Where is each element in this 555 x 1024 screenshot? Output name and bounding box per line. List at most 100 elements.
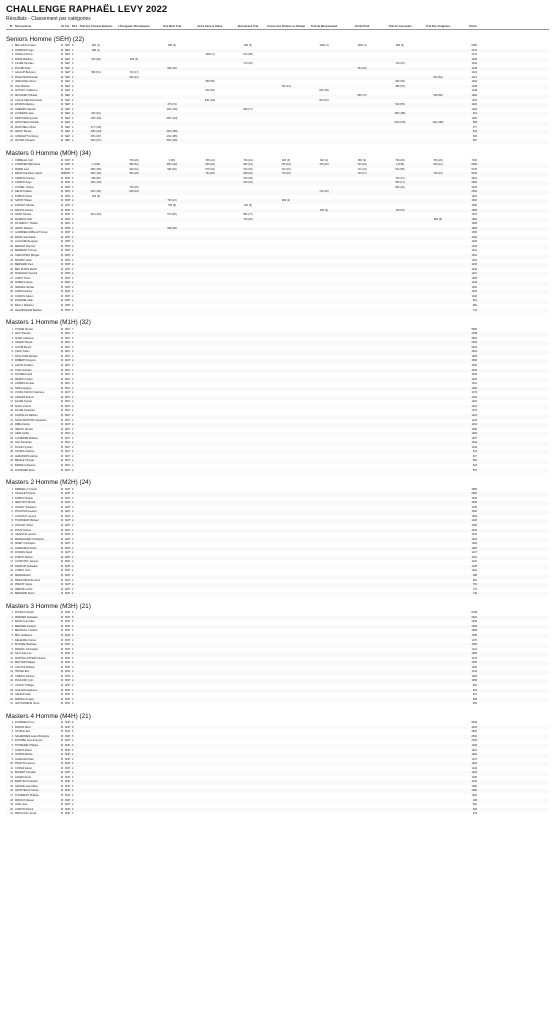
table-cell: 704 (22) [357, 163, 367, 167]
table-cell: DELOU Fabien [15, 190, 32, 194]
table-cell: M0H [65, 231, 71, 235]
table-cell: SEH [65, 80, 71, 84]
table-cell: 1242 [471, 267, 477, 271]
table-cell: 10 [10, 762, 13, 766]
table-cell: M3H [65, 674, 71, 678]
table-cell: 516 (84) [205, 89, 215, 93]
table-cell: 1130 [471, 780, 477, 784]
table-cell: 800 (9) [358, 158, 366, 162]
table-row: 12 MESSEGUER Christophe M M2H 2 1303 [6, 537, 549, 543]
table-cell: M1H [65, 427, 71, 431]
table-row: 19 LAGOUZE Benjamin M M0H 2 1336 [6, 240, 549, 245]
table-cell: 580 (77) [243, 107, 253, 111]
table-cell: 1350 [471, 643, 477, 647]
table-cell: 1322 [471, 71, 477, 75]
table-row: 18 SUAU Vincent M M1H 2 1310 [6, 404, 549, 410]
table-cell: 2 [72, 574, 74, 578]
table-row: 2 PERRIER Sebastien M M3H 5 2624 [6, 615, 549, 621]
table-cell: 8 [11, 519, 13, 523]
table-cell: M0H [65, 222, 71, 226]
table-cell: 897 [472, 139, 477, 143]
table-cell: LAGOUZE Benjamin [15, 240, 39, 244]
table-cell: M [61, 53, 64, 57]
table-cell: 3 [11, 167, 13, 171]
table-cell: ESCRIBE Jean-François [15, 739, 43, 743]
table-cell: M4H [65, 775, 71, 779]
table-cell: 1714 [471, 53, 477, 57]
table-cell [343, 309, 381, 314]
table-cell: M2H [65, 583, 71, 587]
table-row: 21 PERSONNAUD Lionel M M2H 2 822 [6, 579, 549, 584]
table-cell: 3 [11, 620, 13, 624]
table-cell: M [61, 670, 64, 674]
table-cell: LEYRAT François [15, 139, 35, 143]
table-cell: MÉNAGE Eric [15, 574, 31, 578]
table-cell: M [61, 217, 64, 221]
table-cell: 7 [11, 514, 13, 518]
table-cell: 609 [472, 134, 477, 138]
table-cell: CORNU Yann [15, 569, 31, 573]
table-cell: 15 [10, 391, 13, 395]
table-cell: BERNIER Frédéric [15, 624, 36, 628]
table-cell: 7 [72, 327, 74, 331]
table-cell: M3H [65, 615, 71, 619]
table-cell [115, 592, 153, 597]
table-cell: POUDAC Patrick [15, 611, 35, 615]
table-row: 20 MÉNAGE Eric M M2H 2 998 [6, 574, 549, 579]
table-cell: 1284 [471, 542, 477, 546]
table-cell [191, 469, 229, 474]
table-cell: 17 [10, 684, 13, 687]
table-cell: 296 (198) [166, 130, 178, 134]
table-cell: M1H [65, 350, 71, 354]
table-cell: M [61, 674, 64, 678]
table-cell: 2 [72, 400, 74, 404]
table-row: 26 GAY Alexandre M M1H 2 1004 [6, 441, 549, 446]
table-row: 21 BERMENT Thomas M M0H 2 1312 [6, 249, 549, 254]
table-cell: 2 [72, 762, 74, 766]
table-cell: 730 (13) [167, 199, 177, 203]
table-cell: M0H [65, 190, 71, 194]
table-cell: M [61, 299, 64, 303]
table-cell: M [61, 427, 64, 431]
table-cell [343, 592, 381, 597]
table-cell: DESTRADE Quentin [15, 116, 39, 120]
table-row: 5 LAURET Emilien M SEH 2 714 (23) 724 (21) 1440 [6, 62, 549, 67]
table-cell [381, 139, 419, 144]
table-cell: 31 [10, 294, 13, 298]
table-cell: 1 [11, 487, 13, 491]
table-cell: 2 [72, 592, 74, 596]
table-cell: M [61, 44, 64, 47]
table-cell: MESSEGUER Christophe [15, 537, 44, 541]
table-cell: M1H [65, 377, 71, 381]
table-cell: 720 (22) [319, 190, 329, 194]
table-cell: 904 [472, 688, 477, 692]
table-cell: GRENIER Valentin [15, 107, 36, 111]
table-cell: 16 [10, 112, 13, 116]
table-cell: ROULOFF Cyril [15, 679, 33, 683]
table-row: 4 SENTUIST Benoît M M2H 2 1806 [6, 501, 549, 506]
table-row: 13 SIMET Christophe M M2H 2 1284 [6, 542, 549, 547]
table-cell: SEH [65, 112, 71, 116]
table-cell: 620 (62) [433, 75, 443, 79]
table-cell: 0 (195) [396, 163, 404, 167]
table-cell: SEH [65, 94, 71, 98]
table-cell: 14 [10, 386, 13, 390]
table-cell: M0H [65, 299, 71, 303]
table-cell: 420 (135) [90, 181, 102, 185]
table-cell: DAVID Jean-Marie [15, 235, 36, 239]
table-cell: M4H [65, 771, 71, 775]
table-cell: M1H [65, 395, 71, 399]
table-cell: M [61, 386, 64, 390]
table-cell: 2 [72, 418, 74, 422]
table-cell: 1224 [471, 414, 477, 418]
table-cell: 23 [10, 427, 13, 431]
table-cell: BARTUCCI Frédéric [15, 780, 38, 784]
table-cell: 2 [72, 432, 74, 436]
table-row: 18 DAVID Jean-Marie M M0H 2 1362 [6, 235, 549, 241]
table-row: 16 COUDERC Jean M SEH 2 522 (61) 390 (186) 912 [6, 112, 549, 117]
table-row: 29 ARENES Nicolas M M0H 2 1063 [6, 286, 549, 291]
table-cell: CATROU Fabrice [15, 450, 35, 454]
table-cell: SEH [65, 84, 71, 88]
table-cell: 2 [72, 656, 74, 660]
